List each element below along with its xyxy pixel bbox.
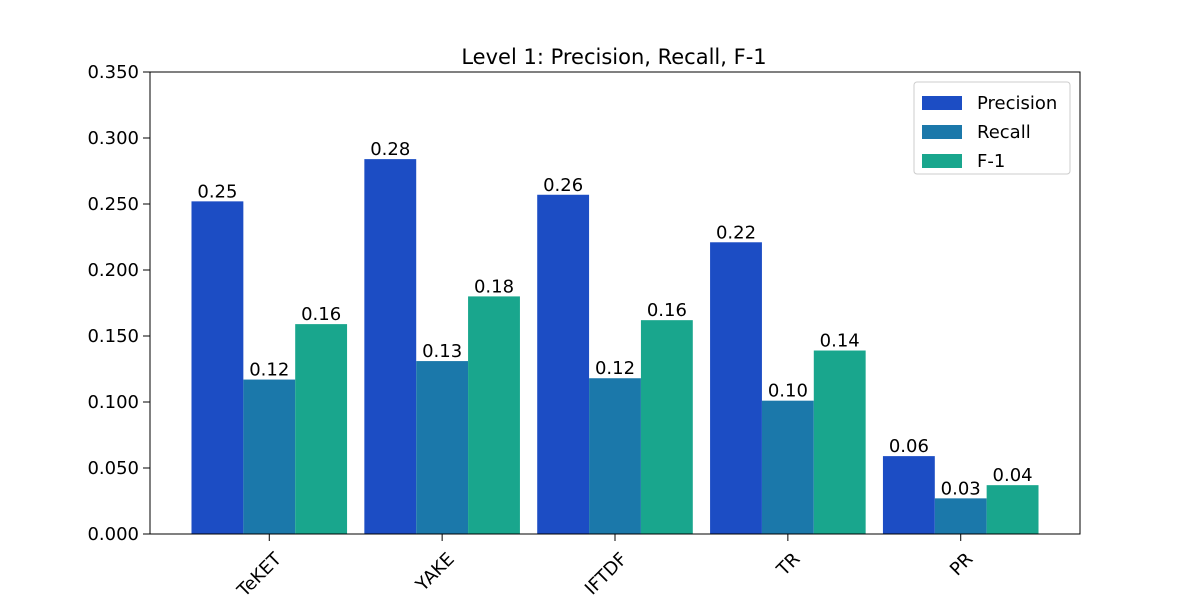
data-label-precision-tr: 0.22 [716,222,756,243]
data-label-f-1-tr: 0.14 [820,331,860,352]
x-tick-label: YAKE [411,549,458,596]
data-label-f-1-iftdf: 0.16 [647,300,687,321]
data-label-precision-teket: 0.25 [197,181,237,202]
bar-precision-iftdf [537,194,590,534]
data-label-f-1-pr: 0.04 [993,465,1033,486]
legend-swatch-f-1 [922,154,962,168]
legend: Precision Recall F-1 [913,81,1071,175]
data-label-recall-iftdf: 0.12 [595,358,635,379]
x-axis: TeKET YAKE IFTDF TR PR [233,534,977,600]
data-label-recall-teket: 0.12 [249,360,289,381]
data-label-f-1-yake: 0.18 [474,276,514,297]
legend-label-f-1: F-1 [977,151,1005,172]
bars-layer [191,159,1039,535]
data-label-precision-pr: 0.06 [889,436,929,457]
bar-recall-iftdf [589,378,641,534]
data-label-recall-tr: 0.10 [768,381,808,402]
y-tick-label: 0.300 [87,128,139,149]
y-tick-label: 0.050 [87,458,139,479]
bar-f-1-pr [986,485,1039,534]
bar-precision-yake [364,159,417,534]
bar-recall-teket [243,379,296,534]
data-label-recall-pr: 0.03 [941,478,981,499]
bar-f-1-yake [468,296,520,534]
legend-swatch-precision [922,96,962,110]
data-label-precision-yake: 0.28 [370,139,410,160]
bar-precision-tr [710,242,762,534]
bar-recall-tr [761,400,814,534]
bar-recall-pr [934,498,987,534]
data-labels-layer: 0.25 0.12 0.16 0.28 0.13 0.18 0.26 0.12 0.16 0.22… [197,139,1032,499]
bar-recall-yake [416,361,469,534]
bar-precision-pr [882,456,935,534]
bar-f-1-tr [813,350,866,534]
legend-label-precision: Precision [977,93,1057,114]
y-tick-label: 0.350 [87,62,139,83]
x-tick-label: TR [772,549,804,581]
bar-f-1-teket [295,324,348,534]
legend-swatch-recall [922,125,962,139]
y-tick-label: 0.150 [87,326,139,347]
chart-title: Level 1: Precision, Recall, F-1 [461,45,766,69]
legend-label-recall: Recall [977,122,1031,143]
y-tick-label: 0.100 [87,392,139,413]
x-tick-label: PR [946,549,977,580]
bar-precision-teket [191,201,244,535]
y-axis: 0.000 0.050 0.100 0.150 0.200 0.250 0.300 0.350 [87,62,150,545]
x-tick-label: TeKET [233,548,287,600]
y-tick-label: 0.250 [87,194,139,215]
x-tick-label: IFTDF [581,549,632,600]
data-label-precision-iftdf: 0.26 [543,175,583,196]
bar-f-1-iftdf [640,320,693,534]
y-tick-label: 0.200 [87,260,139,281]
y-tick-label: 0.000 [87,524,139,545]
data-label-f-1-teket: 0.16 [301,304,341,325]
data-label-recall-yake: 0.13 [422,341,462,362]
